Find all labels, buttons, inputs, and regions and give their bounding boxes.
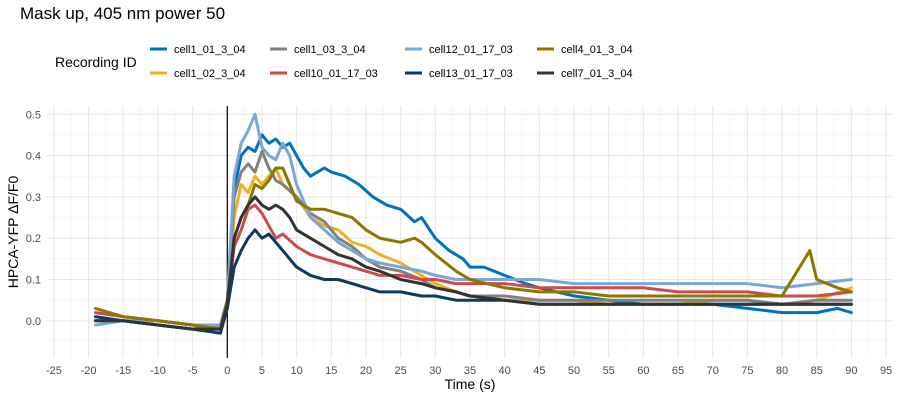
x-tick-label: 40: [499, 365, 511, 377]
x-tick-label: 80: [776, 365, 788, 377]
x-tick-label: 15: [325, 365, 337, 377]
x-tick-label: -20: [81, 365, 97, 377]
x-tick-label: 35: [464, 365, 476, 377]
x-tick-label: 20: [360, 365, 372, 377]
x-tick-label: 30: [429, 365, 441, 377]
series-line-cell12_01_17_03: [94, 112, 853, 327]
x-tick-label: -5: [188, 365, 198, 377]
x-tick-label: 25: [395, 365, 407, 377]
legend-label-cell12_01_17_03: cell12_01_17_03: [429, 44, 513, 56]
y-tick-label: 0.1: [26, 275, 41, 287]
x-tick-label: 85: [811, 365, 823, 377]
x-tick-label: 95: [880, 365, 892, 377]
x-tick-label: -25: [46, 365, 62, 377]
grid-lines: [47, 106, 893, 358]
x-tick-label: 45: [533, 365, 545, 377]
series-line-cell7_01_3_04: [94, 195, 853, 331]
x-tick-label: 60: [637, 365, 649, 377]
x-tick-label: 70: [707, 365, 719, 377]
chart-title: Mask up, 405 nm power 50: [20, 4, 225, 23]
legend-label-cell1_01_3_04: cell1_01_3_04: [174, 44, 246, 56]
series-lines: [94, 112, 853, 335]
y-axis-label: HPCA-YFP ΔF/F0: [5, 176, 21, 289]
x-tick-label: 5: [259, 365, 265, 377]
legend-label-cell1_02_3_04: cell1_02_3_04: [174, 68, 246, 80]
y-tick-label: 0.2: [26, 233, 41, 245]
x-tick-label: 10: [291, 365, 303, 377]
x-axis-label: Time (s): [445, 376, 496, 392]
legend-title: Recording ID: [55, 54, 137, 70]
legend-label-cell4_01_3_04: cell4_01_3_04: [561, 44, 633, 56]
x-tick-label: 65: [672, 365, 684, 377]
x-tick-label: -15: [115, 365, 131, 377]
y-tick-label: 0.5: [26, 109, 41, 121]
y-tick-label: 0.3: [26, 192, 41, 204]
legend-label-cell1_03_3_04: cell1_03_3_04: [294, 44, 366, 56]
x-tick-label: 0: [224, 365, 230, 377]
x-tick-label: 75: [741, 365, 753, 377]
legend-label-cell7_01_3_04: cell7_01_3_04: [561, 68, 633, 80]
x-tick-label: -10: [150, 365, 166, 377]
x-tick-label: 90: [845, 365, 857, 377]
x-tick-label: 55: [603, 365, 615, 377]
legend-label-cell13_01_17_03: cell13_01_17_03: [429, 68, 513, 80]
y-tick-label: 0.0: [26, 316, 41, 328]
legend: cell1_01_3_04cell1_02_3_04cell1_03_3_04c…: [150, 44, 633, 80]
x-tick-label: 50: [568, 365, 580, 377]
series-line-cell1_01_3_04: [94, 133, 853, 331]
x-axis-ticks: -25 -20 -15 -10 -5 0 5 10 15 20 25 30 35 40 45 50 55 60 65…: [46, 365, 892, 377]
y-axis-ticks: 0.0 0.1 0.2 0.3 0.4 0.5: [26, 109, 41, 328]
legend-label-cell10_01_17_03: cell10_01_17_03: [294, 68, 378, 80]
y-tick-label: 0.4: [26, 151, 41, 163]
